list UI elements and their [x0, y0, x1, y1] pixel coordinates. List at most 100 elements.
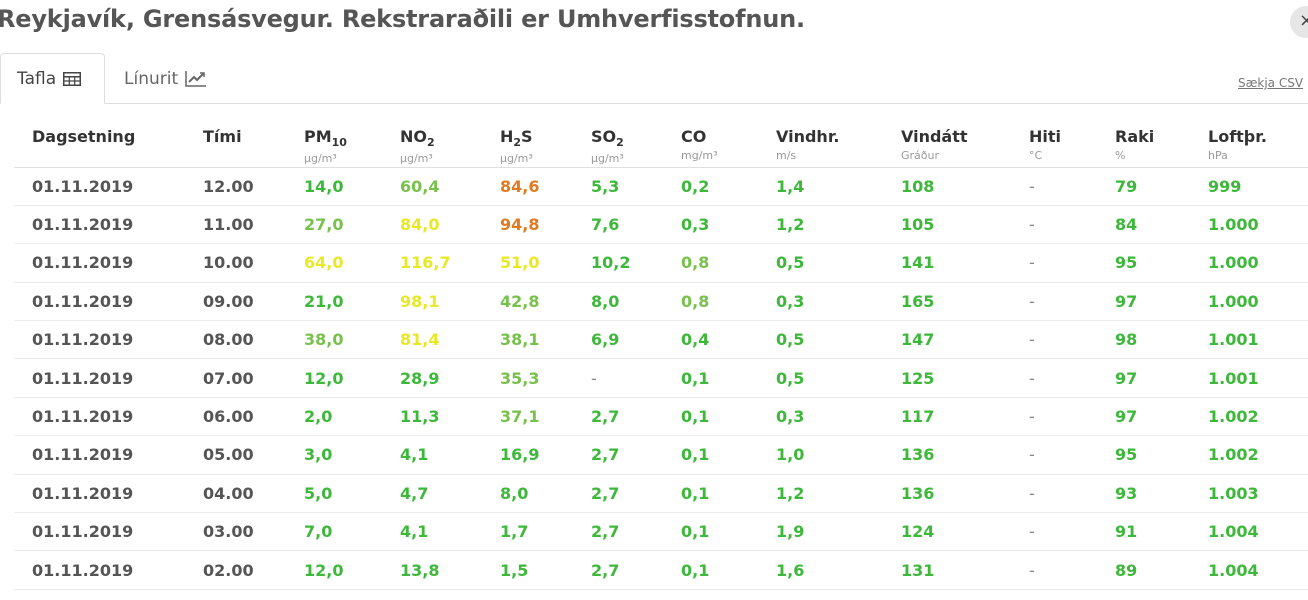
- col-no2: NO2 µg/m³: [400, 127, 435, 166]
- cell-wind-direction: 131: [901, 560, 935, 580]
- cell-humidity: 95: [1115, 253, 1138, 273]
- cell-humidity: 97: [1115, 368, 1138, 388]
- cell-pressure: 1.000: [1208, 253, 1259, 273]
- cell-h2s: 35,3: [500, 368, 540, 388]
- cell-wind-direction: 124: [901, 522, 935, 542]
- cell-wind-direction: 147: [901, 330, 935, 350]
- cell-pressure: 1.001: [1208, 368, 1259, 388]
- close-icon: ×: [1299, 10, 1308, 31]
- cell-wind-direction: 117: [901, 407, 935, 427]
- cell-so2: 5,3: [591, 176, 620, 196]
- close-button[interactable]: ×: [1290, 6, 1308, 38]
- cell-no2: 81,4: [400, 330, 440, 350]
- cell-wind-direction: 105: [901, 215, 935, 235]
- cell-wind-direction: 165: [901, 291, 935, 311]
- table-row: 01.11.2019 11.00 27,0 84,0 94,8 7,6 0,3 1,2 105 -…: [14, 205, 1308, 244]
- tab-table-label: Tafla: [17, 68, 57, 89]
- cell-humidity: 93: [1115, 483, 1138, 503]
- cell-pressure: 1.000: [1208, 215, 1259, 235]
- col-time: Tími: [203, 127, 242, 146]
- cell-date: 01.11.2019: [32, 291, 134, 311]
- cell-date: 01.11.2019: [32, 215, 134, 235]
- col-wind-speed: Vindhr. m/s: [776, 127, 840, 162]
- cell-time: 09.00: [203, 291, 254, 311]
- table-row: 01.11.2019 12.00 14,0 60,4 84,6 5,3 0,2 1,4 108 -…: [14, 167, 1308, 206]
- cell-no2: 60,4: [400, 176, 440, 196]
- col-co: CO mg/m³: [681, 127, 718, 162]
- cell-pm10: 64,0: [304, 253, 344, 273]
- cell-co: 0,1: [681, 483, 710, 503]
- cell-wind-speed: 1,2: [776, 483, 805, 503]
- cell-humidity: 91: [1115, 522, 1138, 542]
- cell-h2s: 8,0: [500, 483, 529, 503]
- col-pm10: PM10 µg/m³: [304, 127, 347, 166]
- cell-humidity: 95: [1115, 445, 1138, 465]
- cell-temperature: -: [1029, 368, 1035, 388]
- cell-time: 06.00: [203, 407, 254, 427]
- cell-co: 0,1: [681, 445, 710, 465]
- cell-humidity: 97: [1115, 291, 1138, 311]
- cell-pm10: 27,0: [304, 215, 344, 235]
- cell-temperature: -: [1029, 291, 1035, 311]
- cell-no2: 4,1: [400, 522, 429, 542]
- cell-wind-speed: 0,5: [776, 330, 805, 350]
- cell-pm10: 21,0: [304, 291, 344, 311]
- cell-pm10: 2,0: [304, 407, 333, 427]
- cell-wind-speed: 1,2: [776, 215, 805, 235]
- cell-wind-speed: 0,3: [776, 407, 805, 427]
- cell-temperature: -: [1029, 176, 1035, 196]
- cell-co: 0,4: [681, 330, 710, 350]
- cell-wind-direction: 141: [901, 253, 935, 273]
- line-chart-icon: [185, 70, 207, 87]
- cell-wind-direction: 125: [901, 368, 935, 388]
- cell-temperature: -: [1029, 253, 1035, 273]
- col-temperature: Hiti °C: [1029, 127, 1062, 162]
- download-csv-link[interactable]: Sækja CSV: [1238, 76, 1304, 90]
- cell-h2s: 1,5: [500, 560, 529, 580]
- table-row: 01.11.2019 06.00 2,0 11,3 37,1 2,7 0,1 0,3 117 - 9…: [14, 397, 1308, 436]
- cell-co: 0,1: [681, 522, 710, 542]
- cell-no2: 4,1: [400, 445, 429, 465]
- cell-co: 0,8: [681, 253, 710, 273]
- cell-so2: 6,9: [591, 330, 620, 350]
- table-row: 01.11.2019 08.00 38,0 81,4 38,1 6,9 0,4 0,5 147 -…: [14, 321, 1308, 359]
- cell-h2s: 38,1: [500, 330, 540, 350]
- cell-wind-direction: 136: [901, 445, 935, 465]
- cell-time: 04.00: [203, 483, 254, 503]
- cell-pressure: 1.004: [1208, 560, 1259, 580]
- cell-pressure: 999: [1208, 176, 1242, 196]
- cell-time: 12.00: [203, 176, 254, 196]
- cell-h2s: 94,8: [500, 215, 540, 235]
- cell-temperature: -: [1029, 215, 1035, 235]
- cell-time: 08.00: [203, 330, 254, 350]
- cell-date: 01.11.2019: [32, 522, 134, 542]
- tab-table[interactable]: Tafla: [0, 53, 105, 104]
- cell-time: 07.00: [203, 368, 254, 388]
- tab-chart[interactable]: Línurit: [124, 53, 207, 104]
- cell-co: 0,1: [681, 368, 710, 388]
- cell-wind-direction: 108: [901, 176, 935, 196]
- cell-wind-speed: 1,9: [776, 522, 805, 542]
- cell-wind-speed: 1,0: [776, 445, 805, 465]
- cell-temperature: -: [1029, 330, 1035, 350]
- col-wind-direction: Vindátt Gráður: [901, 127, 968, 162]
- cell-pm10: 7,0: [304, 522, 333, 542]
- cell-temperature: -: [1029, 445, 1035, 465]
- cell-pm10: 3,0: [304, 445, 333, 465]
- measurements-table: Dagsetning Tími PM10 µg/m³ NO2 µg/m³ H2S µg…: [14, 119, 1308, 590]
- cell-co: 0,3: [681, 215, 710, 235]
- cell-date: 01.11.2019: [32, 483, 134, 503]
- col-so2: SO2 µg/m³: [591, 127, 624, 166]
- cell-wind-direction: 136: [901, 483, 935, 503]
- cell-temperature: -: [1029, 407, 1035, 427]
- table-header-row: Dagsetning Tími PM10 µg/m³ NO2 µg/m³ H2S µg…: [14, 119, 1308, 167]
- cell-co: 0,8: [681, 291, 710, 311]
- cell-no2: 116,7: [400, 253, 451, 273]
- cell-pm10: 14,0: [304, 176, 344, 196]
- cell-wind-speed: 0,3: [776, 291, 805, 311]
- cell-date: 01.11.2019: [32, 253, 134, 273]
- cell-so2: 2,7: [591, 522, 620, 542]
- cell-h2s: 37,1: [500, 407, 540, 427]
- cell-co: 0,1: [681, 407, 710, 427]
- cell-no2: 4,7: [400, 483, 429, 503]
